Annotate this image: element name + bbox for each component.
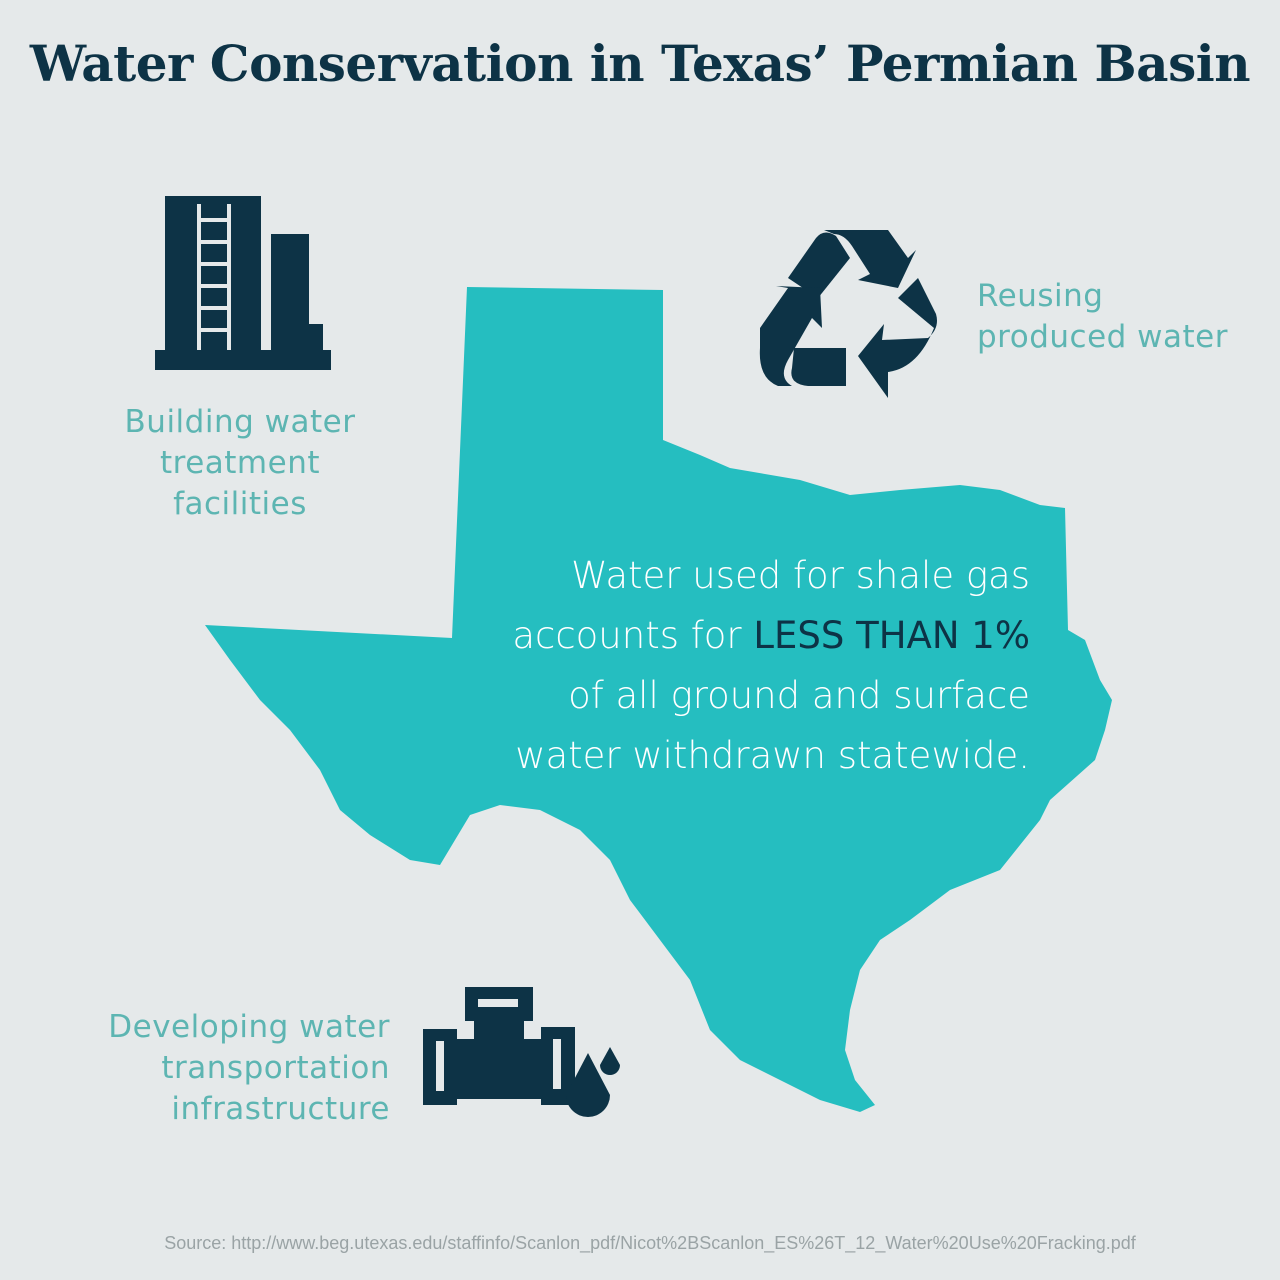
statistic-text: accounts for xyxy=(512,614,754,657)
label-transportation-infrastructure: Developing water transportation infrastr… xyxy=(90,1007,390,1130)
source-citation: Source: http://www.beg.utexas.edu/staffi… xyxy=(164,1233,1136,1253)
label-treatment-facilities: Building water treatment facilities xyxy=(90,402,390,525)
label-line: treatment facilities xyxy=(159,445,320,522)
label-reusing-water: Reusing produced water xyxy=(977,276,1228,358)
label-line: produced water xyxy=(977,319,1229,355)
pipe-with-droplets-icon xyxy=(423,987,620,1117)
water-treatment-facility-icon xyxy=(155,196,331,370)
key-statistic: Water used for shale gas accounts for LE… xyxy=(390,546,1030,786)
label-line: Reusing xyxy=(977,278,1104,314)
page-title: Water Conservation in Texas’ Permian Bas… xyxy=(29,34,1251,93)
statistic-line: of all ground and surface xyxy=(568,674,1030,717)
label-line: Building water xyxy=(124,404,356,440)
statistic-line: accounts for LESS THAN 1% xyxy=(390,606,1030,666)
statistic-line: Water used for shale gas xyxy=(571,554,1030,597)
statistic-line: water withdrawn statewide. xyxy=(515,734,1030,777)
label-line: infrastructure xyxy=(171,1091,390,1127)
label-line: transportation xyxy=(161,1050,390,1086)
label-line: Developing water xyxy=(108,1009,390,1045)
statistic-highlight: LESS THAN 1% xyxy=(753,614,1030,657)
recycle-icon xyxy=(759,230,937,398)
texas-shape xyxy=(205,287,1112,1112)
